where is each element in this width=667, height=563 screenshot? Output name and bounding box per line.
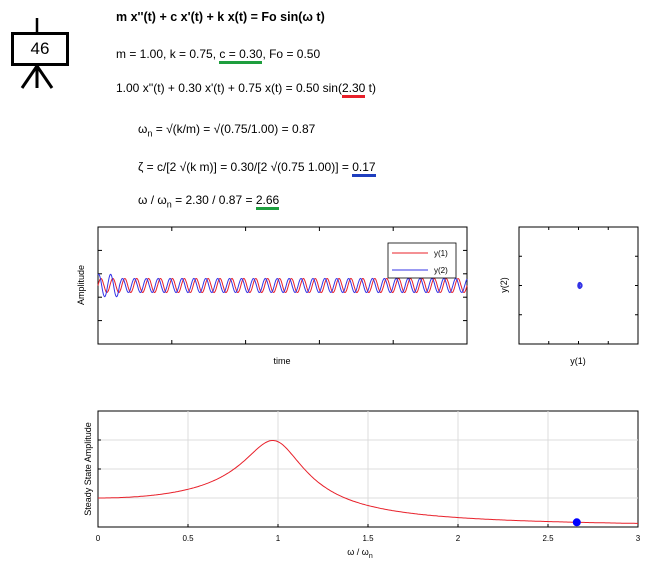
freq-x-tick-label: 1.5 (362, 534, 374, 543)
freq-x-tick-label: 0.5 (182, 534, 194, 543)
freq-y-label: Steady State Amplitude (83, 422, 93, 516)
parameters-line: m = 1.00, k = 0.75, c = 0.30, Fo = 0.50 (116, 47, 320, 64)
freq-grid (98, 411, 638, 527)
phase-orbit-loop (579, 283, 583, 288)
params-suffix: , Fo = 0.50 (262, 47, 321, 61)
natural-frequency-line: ωn = √(k/m) = √(0.75/1.00) = 0.87 (138, 122, 315, 138)
phase-plot-ticks (519, 227, 638, 344)
freq-x-tick-label: 3 (636, 534, 641, 543)
ode-prefix: 1.00 x''(t) + 0.30 x'(t) + 0.75 x(t) = 0… (116, 81, 342, 95)
damping-ratio-highlight: 0.17 (352, 161, 376, 177)
time-legend: y(1) y(2) (387, 242, 457, 279)
subscript-n: n (166, 199, 172, 210)
legend-label-y1: y(1) (434, 249, 448, 258)
damping-ratio-formula: ζ = c/[2 √(k m)] = 0.30/[2 √(0.75 1.00)]… (138, 160, 353, 174)
phase-plane-chart: y(1) y(2) (499, 226, 639, 366)
frequency-ratio-highlight: 2.66 (255, 194, 280, 210)
freq-x-label: ω / ωn (347, 547, 373, 560)
freq-ticks: 0 0.5 1 1.5 2 2.5 3 (96, 439, 641, 543)
time-response-chart: time Amplitude y(1) y(2) (76, 226, 468, 366)
time-x-label: time (273, 356, 290, 366)
freq-x-tick-label: 2.5 (542, 534, 554, 543)
params-prefix: m = 1.00, k = 0.75, (116, 47, 220, 61)
legend-box (387, 242, 457, 279)
freq-x-tick-label: 1 (276, 534, 281, 543)
freq-marker-group (572, 518, 581, 527)
phase-orbit (577, 281, 583, 290)
freq-x-tick-label: 0 (96, 534, 101, 543)
frequency-ratio-formula: = 2.30 / 0.87 = (171, 193, 256, 207)
time-plot-ticks (98, 227, 467, 344)
ode-line: 1.00 x''(t) + 0.30 x'(t) + 0.75 x(t) = 0… (116, 81, 376, 98)
time-series-line-2 (97, 273, 468, 298)
ode-omega-highlight: 2.30 (341, 82, 366, 98)
freq-x-label-sub: n (369, 553, 373, 560)
phase-x-label: y(1) (570, 356, 586, 366)
freq-curve-group (98, 440, 638, 524)
operating-point-marker (572, 518, 581, 527)
omega-symbol: ω (138, 122, 148, 136)
time-series-lines (97, 273, 468, 298)
frequency-ratio-symbol: ω / ω (138, 193, 167, 207)
params-c-highlight: c = 0.30 (219, 48, 263, 64)
natural-frequency-value: = √(k/m) = √(0.75/1.00) = 0.87 (152, 122, 316, 136)
frequency-ratio-line: ω / ωn = 2.30 / 0.87 = 2.66 (138, 193, 280, 210)
freq-x-tick-label: 2 (456, 534, 461, 543)
phase-y-label: y(2) (499, 277, 509, 293)
damping-ratio-line: ζ = c/[2 √(k m)] = 0.30/[2 √(0.75 1.00)]… (138, 160, 376, 177)
time-y-label: Amplitude (76, 265, 86, 305)
frequency-response-chart: 0 0.5 1 1.5 2 2.5 3 Steady State Amplitude ω /… (83, 410, 641, 560)
subscript-n: n (147, 128, 153, 139)
freq-x-label-main: ω / ω (347, 547, 369, 557)
freq-response-curve (98, 440, 638, 524)
legend-label-y2: y(2) (434, 266, 448, 275)
ode-suffix: t) (365, 81, 377, 95)
equation-title: m x''(t) + c x'(t) + k x(t) = Fo sin(ω t… (116, 10, 325, 24)
slide-counter: 46 (11, 32, 69, 66)
